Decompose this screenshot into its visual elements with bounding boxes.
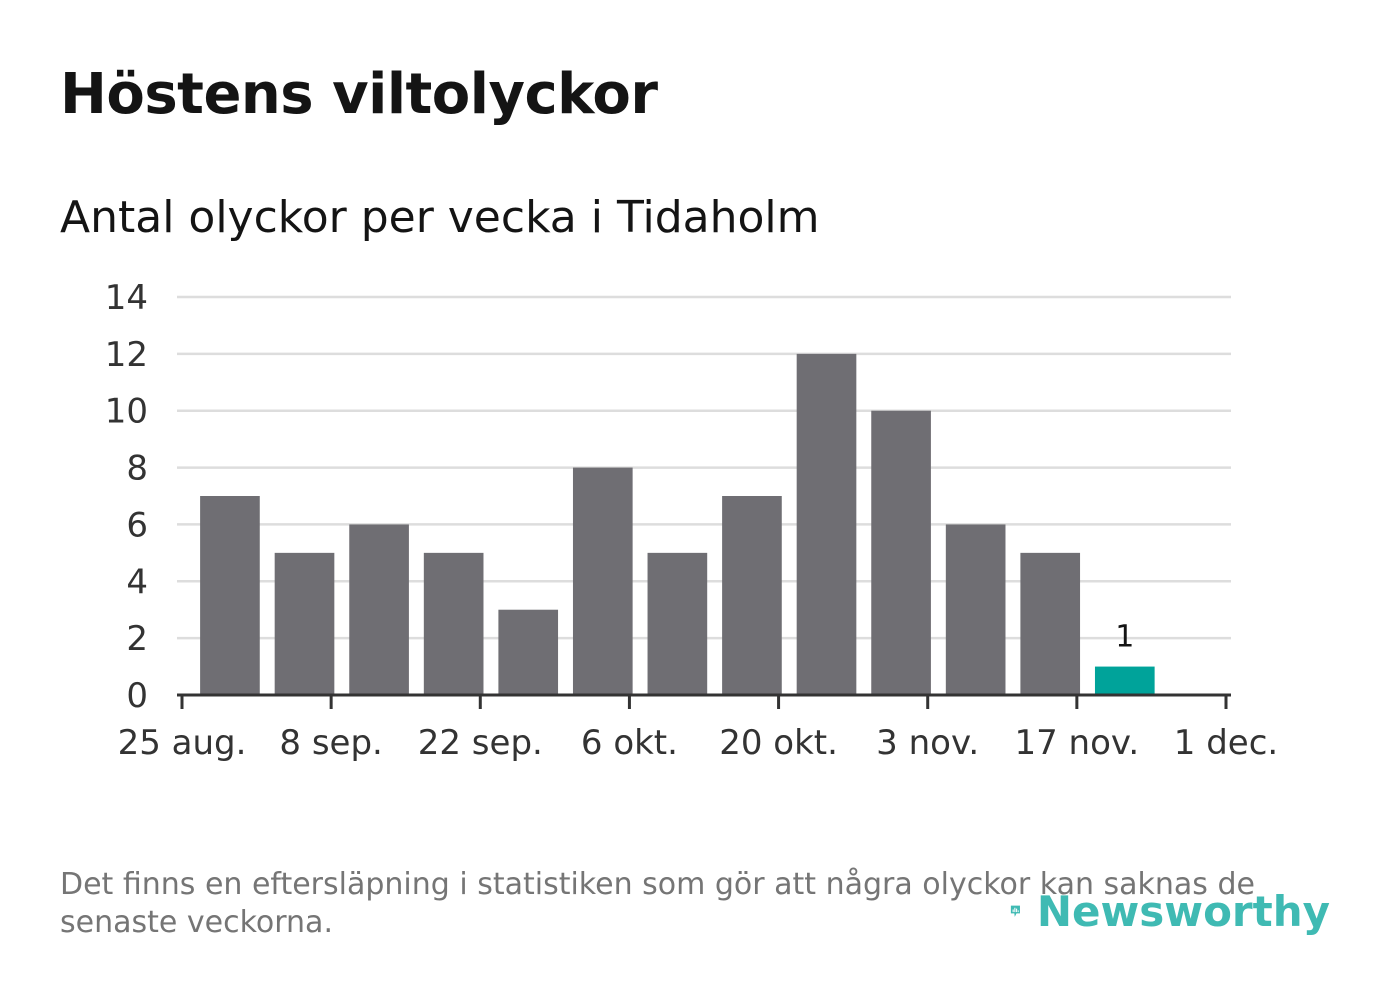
newsworthy-logo-text: Newsworthy bbox=[1036, 886, 1330, 936]
x-tick-label: 17 nov. bbox=[1014, 723, 1139, 763]
bar bbox=[349, 524, 409, 695]
y-tick-label: 4 bbox=[126, 562, 148, 602]
newsworthy-logo: Newsworthy bbox=[1010, 876, 1330, 946]
bar bbox=[1020, 552, 1081, 695]
bar bbox=[647, 552, 708, 695]
y-tick-label: 0 bbox=[126, 676, 148, 716]
bars bbox=[200, 353, 1155, 695]
bar bbox=[498, 609, 559, 695]
x-tick-label: 20 okt. bbox=[719, 723, 838, 763]
chart-title: Höstens viltolyckor bbox=[60, 62, 658, 127]
bar bbox=[274, 552, 335, 695]
bar bbox=[871, 410, 931, 695]
y-tick-label: 2 bbox=[126, 619, 148, 659]
bar-chart: 0 2 4 6 8 10 12 14 25 aug. 8 sep. 22 sep. 6 okt. 20… bbox=[105, 278, 1279, 763]
y-tick-label: 6 bbox=[126, 505, 148, 545]
bar bbox=[945, 524, 1006, 695]
y-tick-label: 14 bbox=[105, 278, 148, 318]
bar bbox=[722, 496, 782, 695]
x-axis-labels: 25 aug. 8 sep. 22 sep. 6 okt. 20 okt. 3 nov. 1… bbox=[118, 723, 1279, 763]
y-tick-label: 10 bbox=[105, 392, 148, 432]
footnote: Det finns en eftersläpning i statistiken… bbox=[60, 867, 1255, 940]
x-tick-label: 1 dec. bbox=[1174, 723, 1278, 763]
bar bbox=[796, 353, 857, 695]
bar-highlighted bbox=[1094, 666, 1155, 695]
bar bbox=[200, 496, 260, 695]
y-tick-label: 8 bbox=[126, 449, 148, 489]
x-tick-label: 3 nov. bbox=[876, 723, 979, 763]
x-tick-label: 8 sep. bbox=[279, 723, 382, 763]
x-axis bbox=[177, 693, 1231, 709]
x-tick-label: 22 sep. bbox=[418, 723, 543, 763]
chart-subtitle: Antal olyckor per vecka i Tidaholm bbox=[60, 192, 820, 243]
x-tick-label: 25 aug. bbox=[118, 723, 247, 763]
data-label-last: 1 bbox=[1115, 620, 1134, 655]
y-tick-label: 12 bbox=[105, 335, 148, 375]
x-tick-label: 6 okt. bbox=[581, 723, 678, 763]
newsworthy-logo-icon bbox=[1010, 905, 1020, 917]
bar bbox=[423, 552, 484, 695]
bar bbox=[572, 467, 633, 695]
y-axis-labels: 0 2 4 6 8 10 12 14 bbox=[105, 278, 148, 716]
data-labels: 1 bbox=[1115, 620, 1134, 655]
